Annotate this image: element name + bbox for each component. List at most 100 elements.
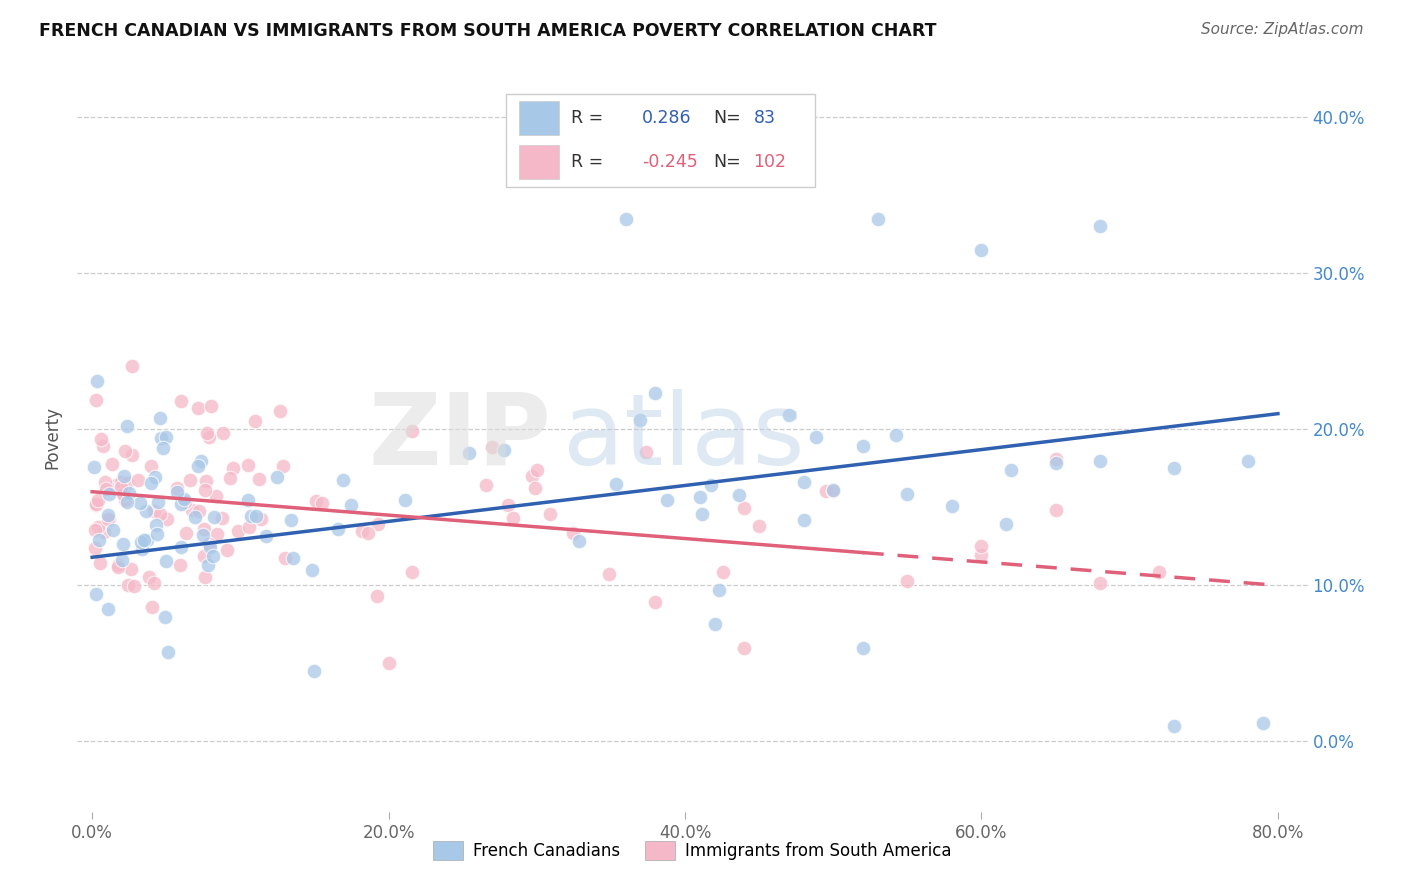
Point	[87, 493, 110, 508]
Point	[141, 476, 163, 491]
Point	[689, 491, 711, 505]
FancyBboxPatch shape	[519, 145, 558, 179]
Text: ZIP: ZIP	[368, 389, 551, 485]
Point	[121, 562, 143, 576]
Point	[823, 483, 845, 497]
Point	[350, 524, 373, 539]
Point	[97, 602, 120, 616]
Point	[247, 472, 270, 486]
Point	[1251, 715, 1274, 730]
Point	[114, 493, 136, 508]
FancyBboxPatch shape	[519, 101, 558, 135]
Point	[155, 609, 177, 624]
Point	[793, 513, 815, 527]
Point	[87, 520, 110, 534]
Point	[1163, 461, 1185, 475]
Point	[194, 475, 217, 489]
Point	[173, 495, 195, 509]
Point	[502, 511, 524, 525]
Text: FRENCH CANADIAN VS IMMIGRANTS FROM SOUTH AMERICA POVERTY CORRELATION CHART: FRENCH CANADIAN VS IMMIGRANTS FROM SOUTH…	[39, 22, 936, 40]
Point	[804, 430, 827, 444]
Point	[644, 386, 666, 401]
Point	[328, 522, 350, 536]
Point	[970, 549, 993, 563]
Point	[657, 493, 679, 508]
Text: 0.286: 0.286	[643, 109, 692, 127]
Point	[149, 411, 172, 425]
Point	[703, 617, 725, 632]
Point	[852, 439, 875, 453]
Point	[475, 478, 498, 492]
Point	[166, 485, 188, 500]
Point	[194, 483, 217, 497]
Point	[166, 481, 188, 495]
Point	[145, 526, 167, 541]
Point	[101, 523, 124, 537]
Point	[115, 495, 138, 509]
Text: Source: ZipAtlas.com: Source: ZipAtlas.com	[1201, 22, 1364, 37]
Point	[191, 527, 214, 541]
Point	[204, 489, 226, 503]
Point	[94, 482, 117, 496]
Point	[155, 554, 177, 568]
Point	[896, 487, 918, 501]
Point	[146, 495, 169, 509]
Point	[254, 529, 277, 543]
Point	[200, 399, 222, 413]
Point	[84, 497, 107, 511]
Point	[269, 404, 291, 418]
Point	[1045, 452, 1067, 467]
Point	[367, 517, 389, 532]
Point	[111, 552, 134, 566]
Point	[1088, 454, 1111, 468]
Point	[356, 526, 378, 541]
Point	[970, 243, 993, 257]
Point	[187, 401, 209, 416]
Point	[142, 575, 165, 590]
Point	[605, 476, 627, 491]
Point	[174, 526, 197, 541]
Point	[127, 473, 149, 487]
Text: R =: R =	[571, 153, 603, 171]
Point	[83, 523, 105, 537]
Text: N=: N=	[713, 109, 741, 127]
Point	[97, 508, 120, 522]
Point	[187, 459, 209, 474]
Text: atlas: atlas	[564, 389, 804, 485]
Point	[401, 424, 423, 438]
Point	[131, 542, 153, 557]
Point	[93, 475, 115, 490]
Point	[121, 359, 143, 374]
Point	[236, 458, 259, 472]
Point	[86, 374, 108, 388]
Point	[112, 488, 135, 502]
Point	[124, 579, 146, 593]
Point	[1163, 719, 1185, 733]
Point	[150, 431, 173, 445]
Point	[332, 473, 354, 487]
Point	[173, 492, 195, 507]
Point	[118, 486, 141, 500]
Point	[494, 443, 516, 458]
Point	[568, 534, 591, 549]
Point	[866, 211, 889, 226]
Point	[198, 537, 221, 551]
Point	[169, 540, 191, 554]
Point	[112, 537, 135, 551]
Text: 102: 102	[754, 153, 786, 171]
Point	[240, 508, 263, 523]
Point	[112, 469, 135, 483]
Point	[87, 533, 110, 548]
Point	[180, 502, 202, 516]
Point	[114, 444, 136, 458]
Y-axis label: Poverty: Poverty	[44, 406, 62, 468]
Point	[217, 543, 239, 558]
Point	[690, 507, 713, 521]
Point	[193, 522, 215, 536]
Point	[394, 493, 416, 508]
Point	[266, 470, 288, 484]
Point	[121, 448, 143, 462]
Point	[200, 540, 222, 554]
Point	[141, 458, 163, 473]
Point	[138, 569, 160, 583]
